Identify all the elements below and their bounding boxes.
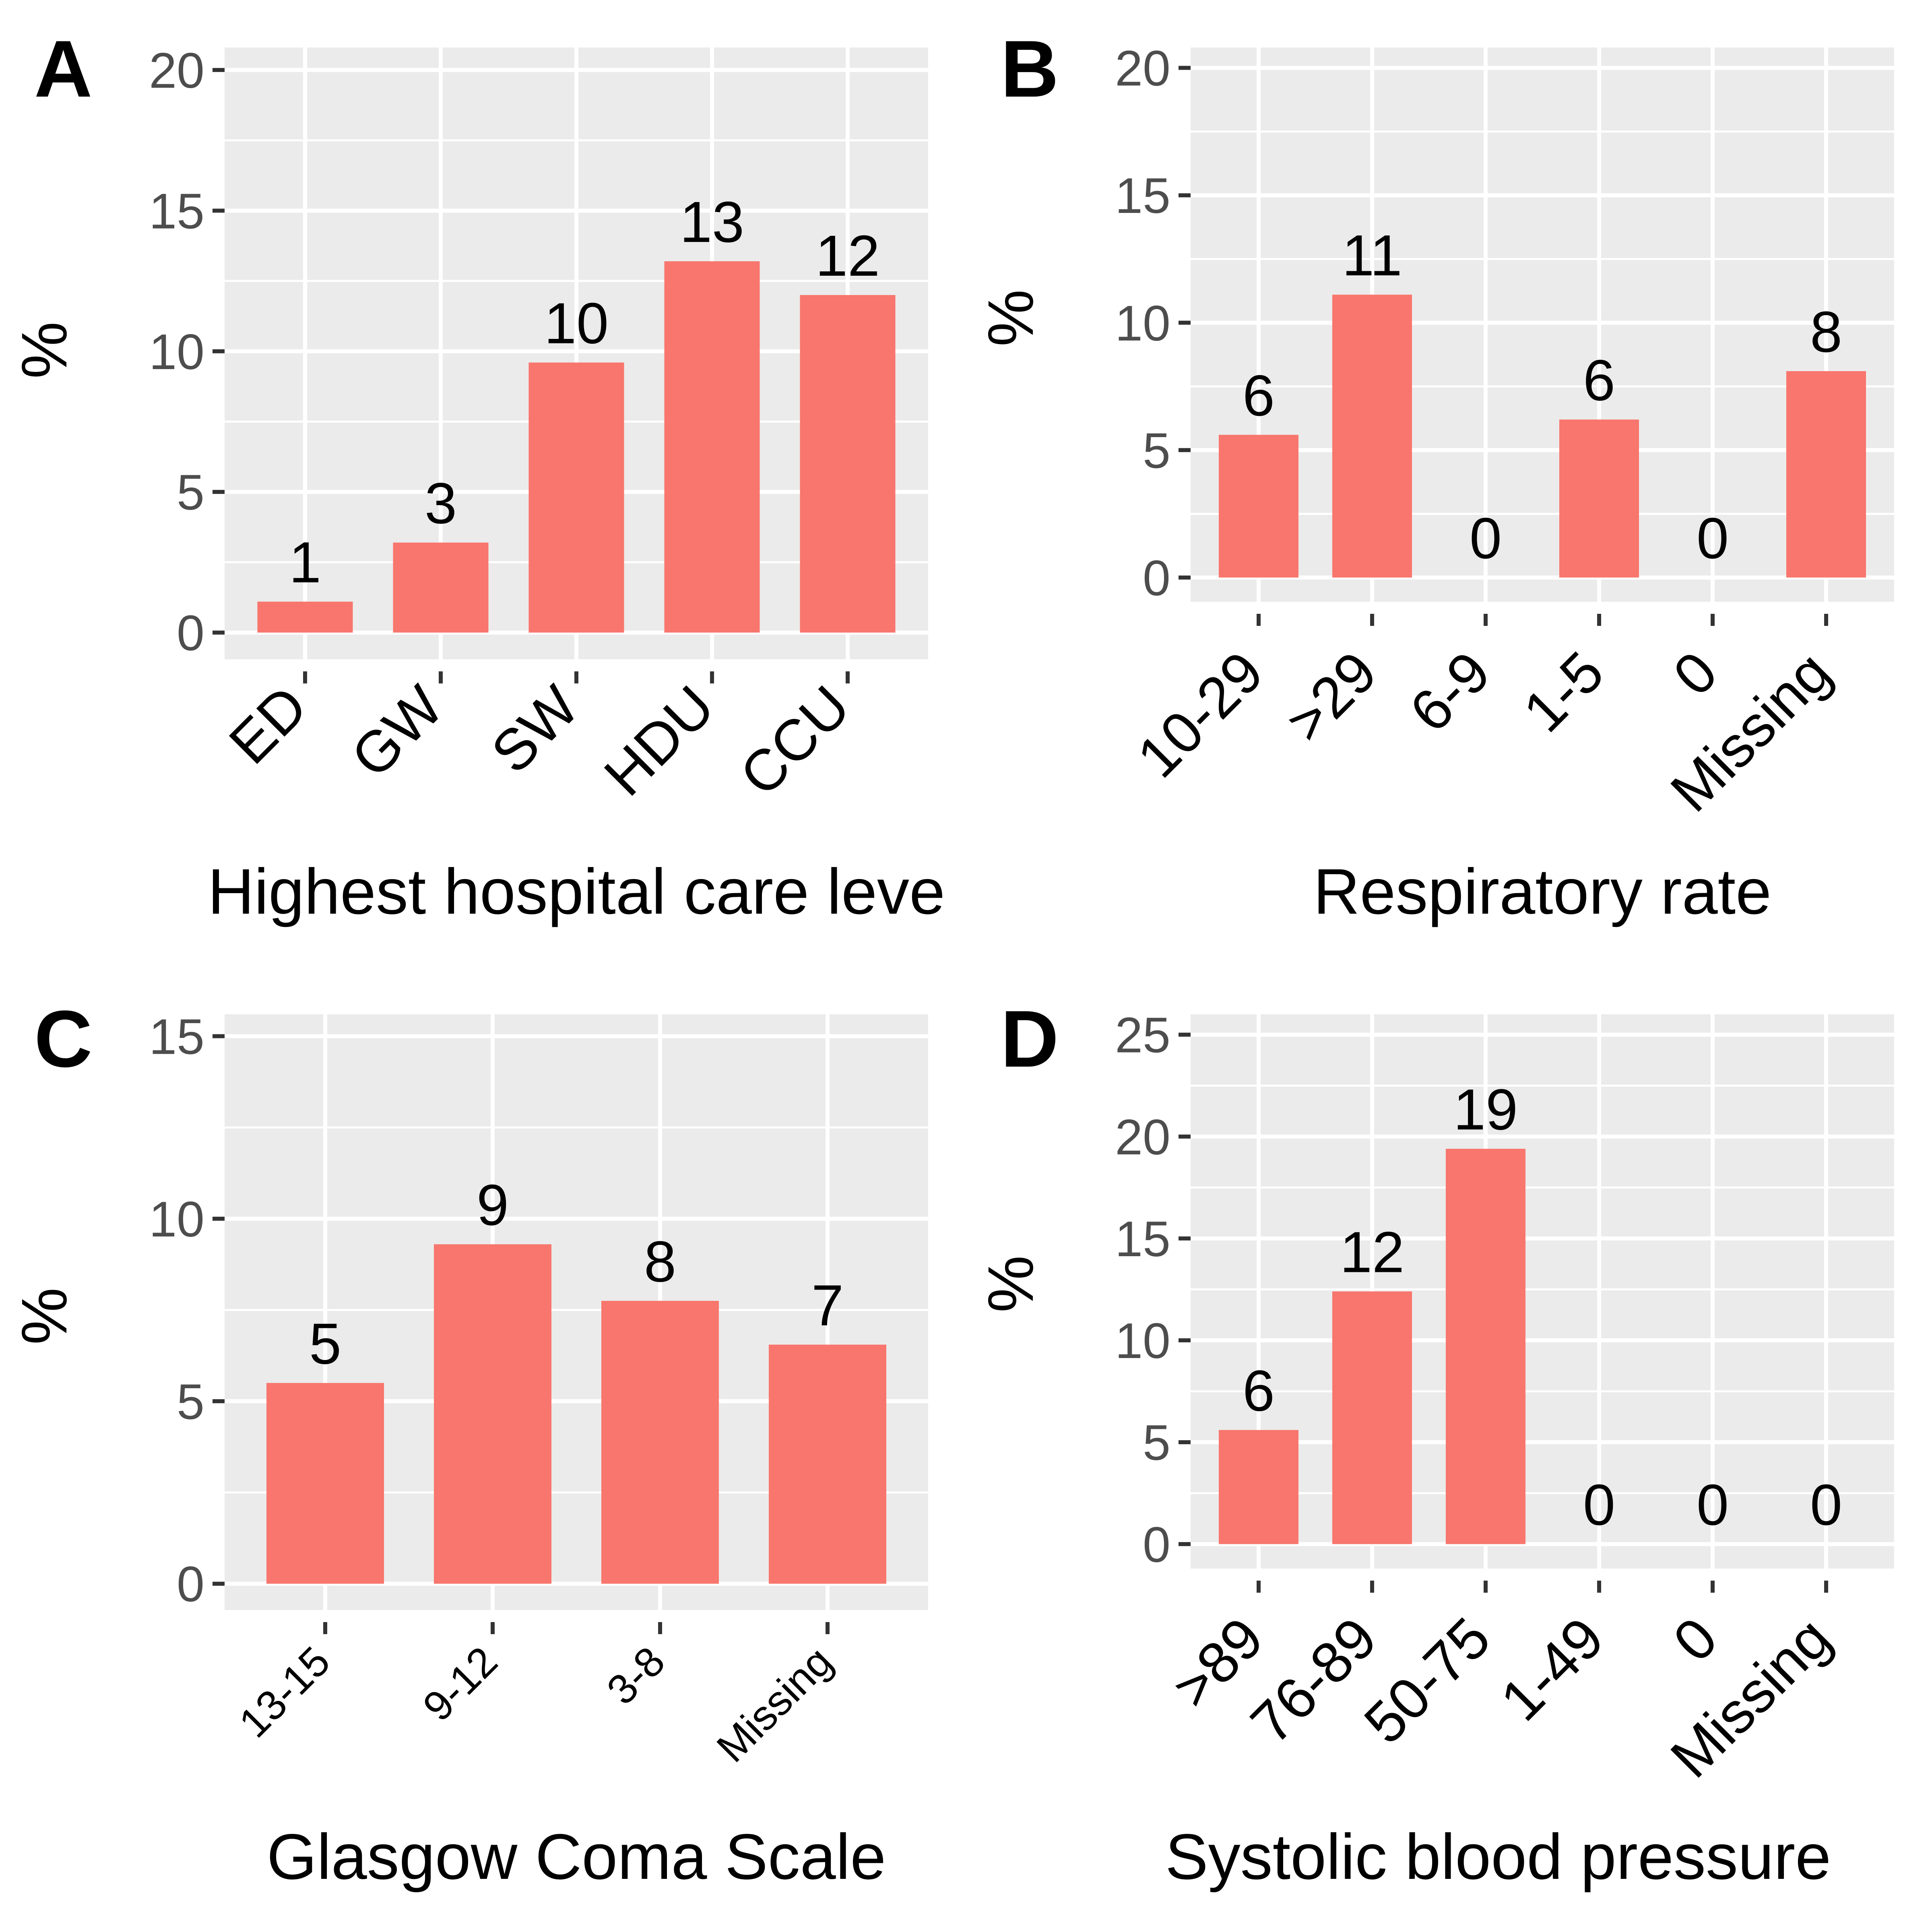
panel-label: A [34,24,92,114]
y-tick-label: 20 [149,43,204,99]
y-tick-label: 0 [1143,1517,1170,1573]
bar-Missing [1786,371,1866,578]
panel-label: D [1001,994,1059,1084]
bar-GW [393,542,489,633]
bar-CCU [800,295,896,633]
panel-label: B [1001,24,1059,114]
data-label: 9 [477,1172,509,1237]
x-tick-label: GW [339,673,455,790]
x-tick-label: 10-29 [1125,639,1276,790]
x-tick-label: SW [479,673,591,785]
x-axis-title: Systolic blood pressure [1165,1821,1831,1893]
y-axis-title: % [974,1255,1046,1313]
x-tick-label: Missing [708,1638,841,1771]
bar-9-12 [434,1244,551,1584]
x-tick-label: HDU [592,673,726,808]
x-tick-label: 13-15 [230,1638,339,1746]
x-tick-label: 9-12 [414,1638,506,1730]
data-label: 6 [1243,1358,1275,1423]
y-tick-label: 0 [1143,551,1170,606]
data-label: 19 [1453,1077,1518,1142]
y-tick-label: 10 [149,324,204,380]
x-tick-label: 6-9 [1397,639,1503,744]
bar-13-15 [266,1383,384,1584]
y-tick-label: 0 [177,1557,204,1612]
panel-label: C [34,994,92,1084]
data-label: 0 [1810,1472,1842,1537]
data-label: 12 [815,223,880,288]
bar-3-8 [601,1300,719,1584]
bar-SW [528,362,624,633]
data-label: 7 [811,1273,844,1338]
y-tick-label: 10 [149,1192,204,1247]
y-tick-label: 10 [1115,1313,1170,1369]
bar-Missing [769,1344,886,1584]
x-axis-title: Respiratory rate [1313,855,1771,927]
y-tick-label: 15 [149,184,204,239]
panel-c: 5 9 8 7 0 5 10 15 13-15 9-12 3-8 Missing% Glasgow Co… [8,994,928,1893]
y-tick-label: 5 [177,1374,204,1430]
data-label: 0 [1583,1472,1615,1537]
data-label: 10 [544,291,609,356]
y-tick-label: 5 [1143,1415,1170,1471]
y-tick-label: 20 [1115,41,1170,97]
y-tick-label: 15 [149,1009,204,1065]
x-tick-label: 50-75 [1352,1605,1503,1756]
y-axis-title: % [8,1288,80,1345]
x-tick-label: 1-49 [1488,1605,1616,1733]
bar-ED [257,601,353,633]
data-label: 5 [309,1311,341,1376]
x-tick-label: 0 [1661,639,1729,708]
bar->89 [1219,1430,1298,1544]
y-tick-label: 10 [1115,296,1170,351]
y-tick-label: 15 [1115,168,1170,224]
data-label: 8 [644,1229,676,1294]
x-tick-label: ED [217,673,320,776]
bar-HDU [664,261,760,633]
y-tick-label: 5 [1143,423,1170,479]
bar-76-89 [1332,1291,1412,1544]
y-tick-label: 5 [177,465,204,520]
x-tick-label: 1-5 [1511,639,1616,744]
y-tick-label: 0 [177,606,204,661]
data-label: 1 [289,530,321,595]
data-label: 0 [1470,506,1502,571]
x-tick-label: 0 [1661,1605,1729,1674]
bar->29 [1332,295,1412,578]
y-tick-label: 25 [1115,1008,1170,1063]
y-tick-label: 15 [1115,1212,1170,1267]
x-tick-label: 3-8 [598,1638,674,1713]
data-label: 3 [425,471,457,536]
data-label: 0 [1697,1472,1729,1537]
data-label: 6 [1243,363,1275,428]
plot-background [1191,1014,1894,1569]
bar-50-75 [1446,1149,1525,1544]
x-axis-title: Glasgow Coma Scale [267,1821,886,1893]
data-label: 8 [1810,299,1842,364]
x-tick-label: 76-89 [1238,1605,1389,1756]
x-tick-label: CCU [727,673,862,808]
x-tick-label: >29 [1274,639,1389,755]
bar-10-29 [1219,435,1298,578]
y-tick-label: 20 [1115,1110,1170,1165]
data-label: 13 [680,190,744,254]
bar-1-5 [1559,419,1639,578]
data-label: 6 [1583,348,1615,413]
y-axis-title: % [974,289,1046,347]
y-axis-title: % [8,322,80,379]
data-label: 11 [1342,223,1402,288]
data-label: 12 [1340,1220,1404,1285]
x-axis-title: Highest hospital care leve [208,855,945,927]
data-label: 0 [1697,506,1729,571]
